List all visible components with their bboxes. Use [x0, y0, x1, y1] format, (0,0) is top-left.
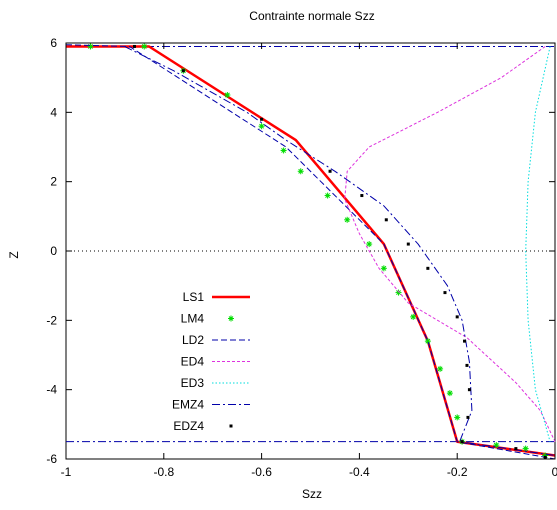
- series-ed4: [344, 46, 556, 442]
- series-ld2: [65, 44, 556, 460]
- series-edz4: [132, 44, 547, 459]
- data-point: [465, 363, 469, 367]
- y-tick-label: -6: [46, 452, 57, 466]
- data-point: [224, 92, 231, 98]
- legend-item-ls1: LS1: [183, 290, 250, 304]
- x-tick-label: -1: [61, 465, 72, 479]
- data-point: [344, 216, 351, 223]
- data-point: [297, 168, 304, 175]
- y-tick-label: -4: [46, 383, 57, 397]
- x-tick-label: -0.4: [349, 465, 370, 479]
- axis-ticks: -1 -0.8 -0.6 -0.4 -0.2 0 -6 -4 -2 0 2 4 6: [46, 36, 557, 479]
- legend-item-ed3: ED3: [181, 376, 250, 390]
- series-emz4: [124, 46, 556, 456]
- legend-item-ed4: ED4: [181, 355, 250, 369]
- series-line: [65, 44, 556, 460]
- data-point: [446, 390, 453, 397]
- data-point: [455, 315, 459, 319]
- data-point: [460, 440, 464, 444]
- legend-item-ld2: LD2: [182, 333, 250, 347]
- data-point: [132, 44, 136, 48]
- data-point: [395, 289, 402, 296]
- y-tick-label: -2: [46, 313, 57, 327]
- data-point: [328, 169, 332, 173]
- y-tick-label: 2: [50, 175, 57, 189]
- data-point: [380, 265, 387, 272]
- series-ed3: [525, 46, 551, 442]
- data-point: [424, 338, 431, 345]
- legend-swatch: [229, 424, 233, 428]
- data-point: [463, 339, 467, 343]
- data-point: [466, 415, 470, 419]
- data-point: [410, 313, 417, 320]
- y-tick-label: 0: [50, 244, 57, 258]
- x-tick-label: -0.6: [251, 465, 272, 479]
- x-tick-label: 0: [552, 465, 557, 479]
- data-point: [522, 445, 529, 452]
- data-point: [454, 414, 461, 421]
- data-point: [260, 117, 264, 121]
- data-point: [258, 123, 265, 130]
- legend-item-edz4: EDZ4: [173, 419, 233, 433]
- legend: LS1 LM4 LD2 ED4 ED3 EMZ4 EDZ4: [172, 290, 250, 433]
- data-point: [426, 266, 430, 270]
- data-point: [406, 242, 410, 246]
- legend-item-lm4: LM4: [181, 312, 234, 326]
- data-point: [141, 43, 148, 50]
- data-point: [437, 365, 444, 372]
- data-point: [360, 194, 364, 198]
- data-point: [514, 447, 518, 451]
- data-point: [366, 241, 373, 248]
- data-point: [443, 291, 447, 295]
- legend-label: LS1: [183, 290, 205, 304]
- x-tick-label: -0.2: [447, 465, 468, 479]
- x-axis-label: Szz: [302, 487, 322, 501]
- y-axis-label: Z: [7, 251, 21, 258]
- series-line: [525, 46, 551, 442]
- legend-label: ED3: [181, 376, 205, 390]
- legend-label: EMZ4: [172, 398, 204, 412]
- y-tick-label: 4: [50, 105, 57, 119]
- series-layer: [65, 43, 556, 460]
- data-point: [384, 218, 388, 222]
- data-point: [324, 192, 331, 199]
- series-line: [124, 46, 556, 456]
- legend-item-emz4: EMZ4: [172, 398, 250, 412]
- data-point: [280, 147, 287, 154]
- legend-label: LD2: [182, 333, 204, 347]
- legend-label: EDZ4: [173, 419, 204, 433]
- reference-lines: [66, 45, 555, 443]
- data-point: [87, 43, 94, 50]
- x-tick-label: -0.8: [153, 465, 174, 479]
- data-point: [543, 455, 547, 459]
- data-point: [467, 388, 471, 392]
- data-point: [181, 69, 185, 73]
- series-lm4: [87, 43, 549, 459]
- legend-label: LM4: [181, 312, 205, 326]
- chart-title: Contrainte normale Szz: [249, 9, 374, 23]
- series-line: [344, 46, 556, 442]
- y-tick-label: 6: [50, 36, 57, 50]
- legend-label: ED4: [181, 355, 205, 369]
